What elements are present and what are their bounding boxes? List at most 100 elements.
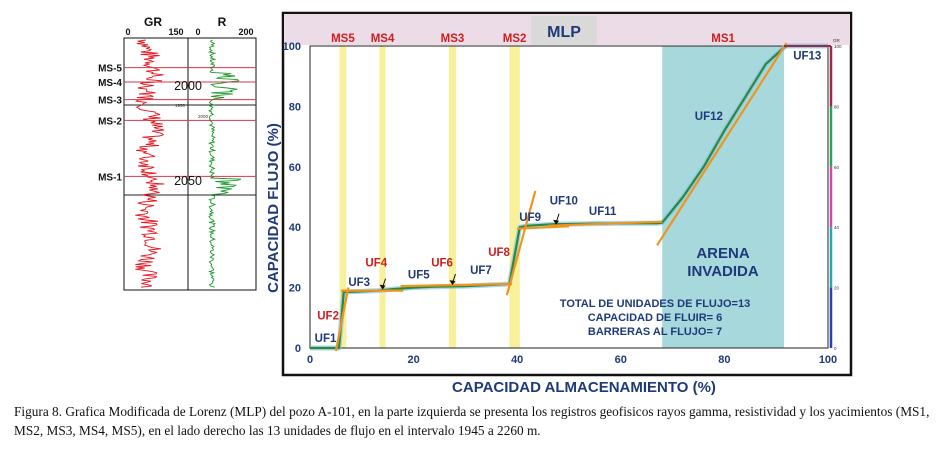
flow-unit-uf11: UF11 (589, 206, 617, 218)
gr-strip-tick: 40 (834, 225, 840, 230)
flow-unit-uf2: UF2 (317, 310, 339, 322)
mlp-chart-panel: MLP MS5 MS4 MS3 MS2 MS1 ARENA INVADIDA UF1UF… (265, 11, 853, 396)
trend-line (548, 220, 663, 227)
small-depth-label-2: 2000 (198, 114, 209, 119)
flow-unit-uf8: UF8 (488, 247, 510, 259)
arena-label-line1: ARENA (696, 245, 750, 262)
flow-unit-uf1: UF1 (315, 333, 337, 345)
gr-scale-min: 0 (125, 27, 130, 37)
arrow-head (449, 280, 456, 286)
lorenz-point (723, 129, 726, 132)
x-tick-label: 0 (307, 354, 313, 366)
arrow-layer (379, 213, 560, 290)
lorenz-point (682, 196, 684, 198)
flow-unit-uf13: UF13 (793, 51, 821, 63)
x-tick-label: 80 (718, 354, 730, 366)
r-scale-min: 0 (195, 27, 200, 37)
flow-unit-uf3: UF3 (348, 277, 370, 289)
flow-unit-uf6: UF6 (431, 257, 453, 269)
lorenz-point (526, 224, 529, 227)
lorenz-point (744, 96, 746, 99)
lorenz-point (765, 63, 767, 65)
arena-label-line2: INVADIDA (687, 263, 759, 280)
depth-label-2050: 2050 (174, 174, 202, 188)
flow-unit-uf9: UF9 (519, 212, 541, 224)
r-track-title: R (218, 15, 227, 29)
gr-scale-max: 150 (168, 27, 183, 37)
trend-line (517, 225, 570, 230)
x-axis-label: CAPACIDAD ALMACENAMIENTO (%) (452, 379, 716, 396)
x-tick-label: 20 (407, 354, 419, 366)
flow-unit-uf7: UF7 (470, 265, 492, 277)
chart-title: MLP (547, 24, 581, 41)
arrow-head (379, 284, 386, 290)
y-tick-label: 60 (289, 162, 301, 174)
trend-line (505, 190, 537, 296)
x-tick-label: 60 (615, 354, 627, 366)
trend-line (334, 287, 350, 352)
lorenz-point (412, 286, 415, 289)
flow-unit-uf12: UF12 (695, 111, 723, 123)
flow-unit-uf10: UF10 (550, 196, 578, 208)
band-label-ms4: MS4 (371, 33, 395, 45)
lorenz-point (392, 288, 394, 290)
well-log-panel: GR 0 150 R 0 200 MS-5 MS-4 MS-3 MS-2 MS-1 20… (98, 15, 257, 291)
lorenz-point (342, 291, 345, 293)
log-markers: MS-5 MS-4 MS-3 MS-2 MS-1 (98, 64, 256, 183)
summary-line-2: CAPACIDAD DE FLUIR= 6 (588, 312, 723, 324)
trend-line (656, 42, 788, 246)
flow-unit-uf4: UF4 (365, 257, 387, 269)
band-label-ms1: MS1 (711, 33, 735, 45)
yacimiento-label: MS-1 (98, 172, 122, 183)
band-ms4 (379, 46, 386, 348)
band-ms2 (509, 46, 520, 348)
yacimiento-label: MS-3 (98, 96, 122, 107)
log-curves (134, 39, 242, 288)
y-axis-label: CAPACIDAD FLUJO (%) (265, 123, 282, 293)
axis-ticks: 0 20 40 60 80 100 0 20 40 60 80 100 (283, 41, 838, 366)
y-tick-label: 20 (289, 283, 301, 295)
gr-strip-tick: 20 (834, 286, 840, 291)
depth-label-2000: 2000 (174, 79, 202, 93)
gr-strip-tick: 60 (834, 165, 840, 170)
flow-unit-uf5: UF5 (408, 270, 430, 282)
gr-curve (134, 39, 165, 288)
title-box (531, 16, 597, 45)
band-label-ms5: MS5 (331, 33, 355, 45)
lorenz-point (338, 347, 340, 349)
r-scale-max: 200 (238, 27, 253, 37)
yacimiento-label: MS-2 (98, 116, 122, 127)
lorenz-point (309, 347, 311, 349)
figure-caption: Figura 8. Grafica Modificada de Lorenz (… (14, 404, 930, 438)
summary-line-3: BARRERAS AL FLUJO= 7 (588, 326, 722, 338)
gr-strip-tick: 0 (834, 346, 837, 351)
band-label-ms3: MS3 (441, 33, 465, 45)
y-tick-label: 80 (289, 101, 301, 113)
r-curve (207, 39, 242, 288)
gr-strip-header: GR (833, 38, 841, 43)
gr-track-title: GR (144, 15, 162, 29)
gr-strip-tick: 100 (834, 44, 842, 49)
trend-line (400, 282, 513, 288)
y-tick-label: 0 (295, 343, 301, 355)
summary-line-1: TOTAL DE UNIDADES DE FLUJO=13 (560, 298, 750, 310)
r-track-frame (187, 37, 257, 291)
lorenz-point (702, 166, 705, 168)
yacimiento-label: MS-5 (98, 64, 122, 75)
x-tick-label: 100 (819, 354, 837, 366)
band-ms5 (339, 46, 347, 348)
small-depth-label-1: 1950 (175, 103, 186, 108)
arrow-head (553, 219, 560, 225)
y-tick-label: 40 (289, 222, 301, 234)
band-ms3 (448, 46, 457, 348)
y-tick-label: 100 (283, 41, 301, 53)
band-label-ms2: MS2 (503, 33, 527, 45)
x-tick-label: 40 (511, 354, 523, 366)
figure: GR 0 150 R 0 200 MS-5MS-4MS-3MS-2MS-1 20… (98, 11, 853, 396)
gr-strip-tick: 80 (834, 104, 840, 109)
trend-layer (334, 42, 788, 352)
plot-frame (309, 45, 829, 349)
band-labels: MS5 MS4 MS3 MS2 MS1 (331, 33, 735, 45)
